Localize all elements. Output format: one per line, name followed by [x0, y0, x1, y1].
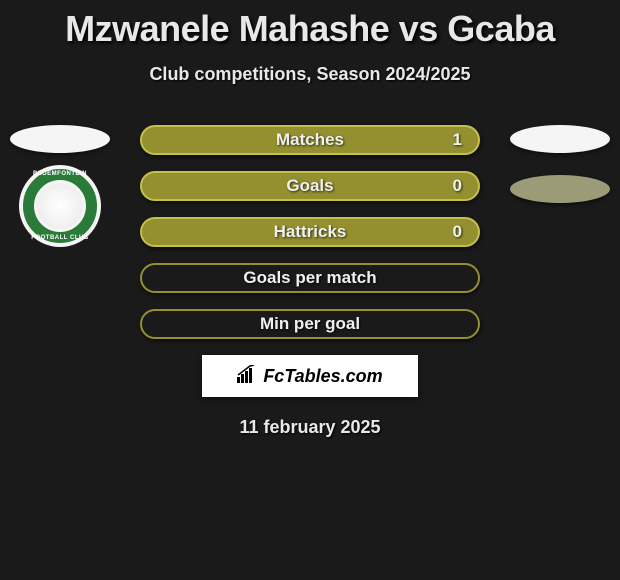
stat-value: 1	[453, 130, 462, 150]
stat-label: Goals	[286, 176, 333, 196]
player-left-badges: BLOEMFONTEIN FOOTBALL CLUB	[10, 125, 110, 247]
season-subtitle: Club competitions, Season 2024/2025	[0, 64, 620, 85]
club-name-bottom: FOOTBALL CLUB	[31, 235, 88, 241]
brand-box: FcTables.com	[202, 355, 418, 397]
stat-row-min-per-goal: Min per goal	[140, 309, 480, 339]
left-ellipse-shape	[10, 125, 110, 153]
stat-bars: Matches 1 Goals 0 Hattricks 0 Goals per …	[140, 125, 480, 339]
club-inner-circle	[37, 183, 83, 229]
player-right-badges	[510, 125, 610, 203]
stat-label: Matches	[276, 130, 344, 150]
club-name-top: BLOEMFONTEIN	[33, 171, 87, 177]
stat-row-goals-per-match: Goals per match	[140, 263, 480, 293]
stat-row-hattricks: Hattricks 0	[140, 217, 480, 247]
stat-label: Hattricks	[274, 222, 347, 242]
content-area: BLOEMFONTEIN FOOTBALL CLUB Matches 1 Goa…	[0, 125, 620, 438]
club-logo-left: BLOEMFONTEIN FOOTBALL CLUB	[19, 165, 101, 247]
right-ellipse-1	[510, 125, 610, 153]
stat-row-goals: Goals 0	[140, 171, 480, 201]
stat-value: 0	[453, 176, 462, 196]
right-ellipse-2	[510, 175, 610, 203]
stat-label: Min per goal	[260, 314, 360, 334]
comparison-title: Mzwanele Mahashe vs Gcaba	[0, 0, 620, 50]
chart-icon	[237, 365, 259, 388]
stat-row-matches: Matches 1	[140, 125, 480, 155]
stat-label: Goals per match	[243, 268, 376, 288]
stat-value: 0	[453, 222, 462, 242]
brand-text: FcTables.com	[263, 366, 382, 387]
date-text: 11 february 2025	[0, 417, 620, 438]
